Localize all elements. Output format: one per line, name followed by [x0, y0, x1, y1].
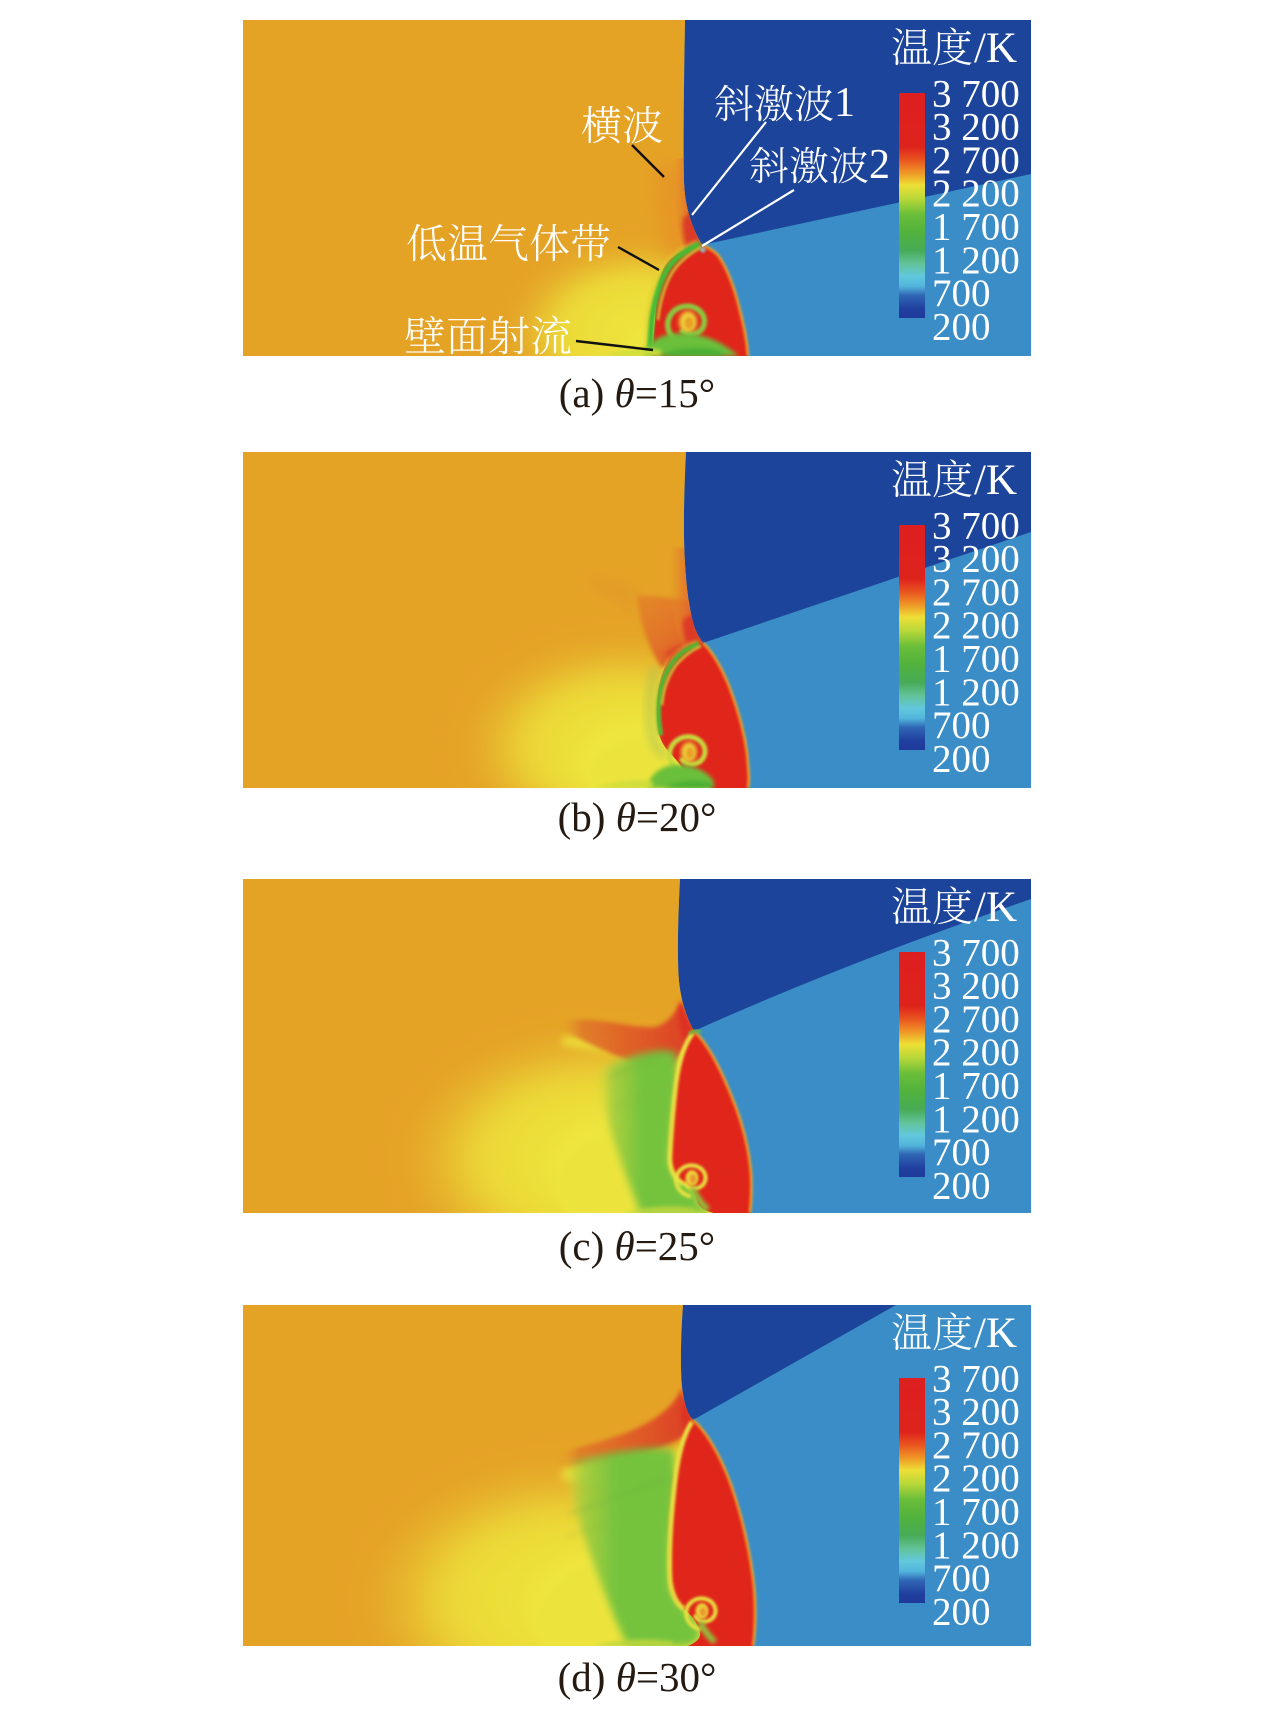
- svg-text:2: 2: [869, 142, 890, 188]
- svg-text:1 700: 1 700: [932, 1491, 1020, 1534]
- svg-text:700: 700: [932, 704, 991, 747]
- svg-text:1 700: 1 700: [932, 638, 1020, 681]
- svg-text:1: 1: [834, 80, 855, 126]
- svg-text:2 200: 2 200: [932, 1031, 1020, 1074]
- svg-text:200: 200: [932, 1164, 991, 1207]
- svg-text:/K: /K: [974, 457, 1017, 504]
- svg-text:2 200: 2 200: [932, 1457, 1020, 1500]
- svg-text:1 700: 1 700: [932, 1065, 1020, 1108]
- svg-text:3 200: 3 200: [932, 538, 1020, 581]
- svg-text:3 700: 3 700: [932, 504, 1020, 547]
- svg-text:2 700: 2 700: [932, 571, 1020, 614]
- svg-text:3 200: 3 200: [932, 106, 1020, 149]
- svg-text:3 200: 3 200: [932, 1391, 1020, 1434]
- svg-text:1 700: 1 700: [932, 206, 1020, 249]
- svg-text:/K: /K: [974, 25, 1017, 72]
- svg-text:/K: /K: [974, 1310, 1017, 1357]
- svg-text:1 200: 1 200: [932, 1524, 1020, 1567]
- svg-text:200: 200: [932, 305, 991, 348]
- svg-text:3 200: 3 200: [932, 965, 1020, 1008]
- svg-text:3 700: 3 700: [932, 931, 1020, 974]
- svg-text:2 200: 2 200: [932, 604, 1020, 647]
- svg-text:700: 700: [932, 1131, 991, 1174]
- svg-text:3 700: 3 700: [932, 72, 1020, 115]
- svg-text:1 200: 1 200: [932, 1098, 1020, 1141]
- svg-text:200: 200: [932, 737, 991, 780]
- svg-text:2 700: 2 700: [932, 998, 1020, 1041]
- svg-text:3 700: 3 700: [932, 1357, 1020, 1400]
- svg-text:2 200: 2 200: [932, 172, 1020, 215]
- svg-text:/K: /K: [974, 884, 1017, 931]
- svg-text:700: 700: [932, 272, 991, 315]
- svg-text:2 700: 2 700: [932, 1424, 1020, 1467]
- svg-text:2 700: 2 700: [932, 139, 1020, 182]
- svg-text:700: 700: [932, 1557, 991, 1600]
- svg-text:1 200: 1 200: [932, 671, 1020, 714]
- svg-text:200: 200: [932, 1590, 991, 1633]
- svg-text:1 200: 1 200: [932, 239, 1020, 282]
